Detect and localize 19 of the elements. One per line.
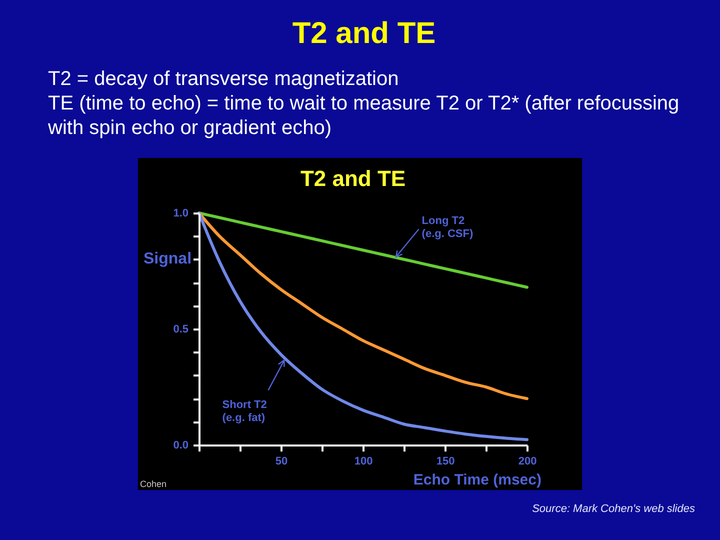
- y-tick-label: 1.0: [173, 208, 188, 220]
- x-tick-label: 200: [518, 456, 537, 468]
- text: T2 and TE: [300, 166, 406, 191]
- chart-subtitle: T2 = decay of transverse magnetization TE (time to echo) = time to wait to measure T2 or T2* (after refocussing with spin echo or gradient echo): [47, 68, 680, 139]
- y-axis-title: Signal: [143, 250, 192, 268]
- y-tick-label: 0.0: [173, 440, 188, 452]
- x-tick-label: 100: [354, 456, 373, 468]
- text: Cohen: [140, 479, 167, 489]
- annotation: Long T2 (e.g. CSF): [422, 215, 474, 240]
- x-axis-title: Echo Time (msec): [413, 472, 542, 488]
- source-note: Source: Mark Cohen's web slides: [532, 503, 696, 515]
- annotation: Short T2 (e.g. fat): [222, 399, 267, 424]
- x-tick-label: 150: [436, 456, 455, 468]
- line-series: [198, 212, 528, 442]
- line-series: [198, 212, 528, 289]
- y-tick-label: 0.5: [173, 324, 188, 336]
- chart-title: T2 and TE: [292, 17, 436, 50]
- line-series: [198, 212, 528, 400]
- x-tick-label: 50: [275, 456, 288, 468]
